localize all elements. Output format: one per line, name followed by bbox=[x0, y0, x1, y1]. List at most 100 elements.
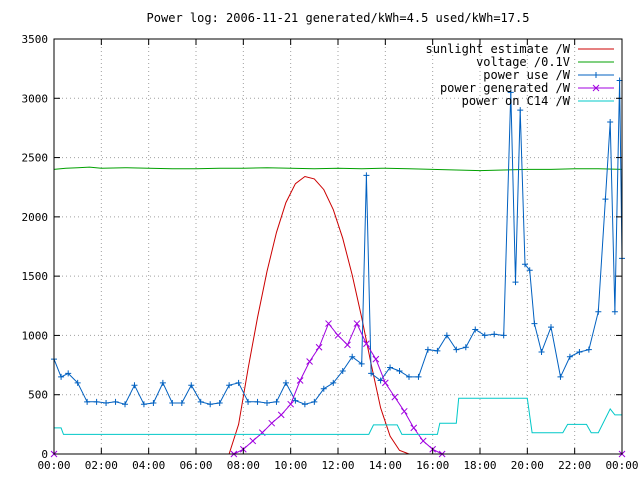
data-point bbox=[434, 347, 441, 354]
data-point bbox=[349, 353, 356, 360]
data-point bbox=[607, 119, 614, 125]
y-tick-label: 0 bbox=[41, 448, 48, 461]
data-point bbox=[131, 382, 138, 389]
data-point bbox=[424, 346, 431, 353]
data-point bbox=[245, 398, 252, 405]
legend-label: power generated /W bbox=[440, 81, 571, 95]
x-tick-label: 12:00 bbox=[321, 459, 354, 472]
x-tick-label: 00:00 bbox=[605, 459, 638, 472]
data-point bbox=[500, 332, 507, 339]
data-point bbox=[150, 400, 157, 407]
data-point bbox=[287, 400, 295, 408]
data-point bbox=[602, 196, 609, 203]
y-tick-label: 1000 bbox=[22, 329, 49, 342]
data-point bbox=[159, 379, 166, 386]
data-point bbox=[58, 373, 65, 380]
data-point bbox=[74, 379, 81, 386]
data-point bbox=[419, 437, 427, 445]
data-point bbox=[358, 360, 365, 367]
data-point bbox=[531, 320, 538, 327]
data-point bbox=[566, 353, 573, 360]
legend-marker bbox=[593, 72, 599, 78]
data-point bbox=[122, 401, 128, 408]
x-tick-label: 04:00 bbox=[132, 459, 165, 472]
data-point bbox=[315, 343, 323, 351]
data-point bbox=[521, 261, 528, 268]
axes: 0 500 1000 1500 2000 2500 3000 3500 00:00 02:00 04… bbox=[22, 33, 639, 472]
legend-label: voltage /0.1V bbox=[476, 55, 570, 69]
x-tick-label: 18:00 bbox=[463, 459, 496, 472]
data-point bbox=[481, 332, 488, 339]
y-tick-label: 3000 bbox=[22, 92, 49, 105]
data-point bbox=[197, 398, 204, 405]
y-tick-label: 1500 bbox=[22, 270, 49, 283]
y-tick-label: 2000 bbox=[22, 211, 49, 224]
chart-title: Power log: 2006-11-21 generated/kWh=4.5 … bbox=[147, 11, 530, 25]
data-point bbox=[595, 308, 602, 315]
data-point bbox=[140, 401, 147, 408]
x-tick-label: 08:00 bbox=[227, 459, 260, 472]
data-point bbox=[188, 382, 195, 389]
x-tick-label: 22:00 bbox=[558, 459, 591, 472]
data-point bbox=[103, 400, 110, 407]
data-point bbox=[576, 349, 583, 356]
x-tick-label: 20:00 bbox=[511, 459, 544, 472]
data-point bbox=[415, 373, 422, 380]
data-point bbox=[235, 379, 242, 386]
data-point bbox=[306, 358, 313, 365]
data-point bbox=[65, 370, 72, 377]
data-point bbox=[178, 400, 185, 407]
data-point bbox=[277, 411, 285, 419]
data-point bbox=[548, 324, 554, 331]
data-point bbox=[512, 279, 519, 286]
data-point bbox=[472, 326, 479, 333]
data-point bbox=[320, 385, 327, 392]
data-point bbox=[372, 355, 380, 363]
data-point bbox=[169, 400, 176, 407]
data-point bbox=[363, 340, 370, 348]
data-point bbox=[585, 346, 592, 353]
data-point bbox=[611, 308, 618, 315]
data-point bbox=[207, 401, 214, 408]
data-point bbox=[363, 172, 370, 179]
data-point bbox=[301, 401, 308, 408]
data-point bbox=[93, 398, 100, 405]
data-point bbox=[325, 320, 332, 327]
data-point bbox=[400, 407, 408, 415]
x-tick-label: 02:00 bbox=[85, 459, 118, 472]
series-line bbox=[54, 397, 622, 435]
x-tick-label: 16:00 bbox=[416, 459, 449, 472]
data-point bbox=[453, 346, 460, 353]
data-point bbox=[517, 107, 524, 114]
x-tick-label: 14:00 bbox=[369, 459, 402, 472]
x-tick-label: 00:00 bbox=[37, 459, 70, 472]
series-line bbox=[54, 175, 622, 455]
x-tick-label: 06:00 bbox=[179, 459, 212, 472]
data-point bbox=[226, 382, 233, 389]
data-point bbox=[344, 341, 351, 349]
data-point bbox=[491, 331, 498, 338]
data-point bbox=[273, 398, 280, 405]
series-1 bbox=[53, 166, 623, 172]
data-point bbox=[112, 398, 119, 405]
legend-label: power on C14 /W bbox=[462, 94, 571, 108]
data-point bbox=[268, 419, 276, 427]
data-point bbox=[334, 332, 342, 339]
x-tick-label: 10:00 bbox=[274, 459, 307, 472]
y-tick-label: 2500 bbox=[22, 152, 49, 165]
series-line bbox=[53, 166, 623, 172]
data-point bbox=[526, 267, 533, 274]
data-point bbox=[311, 398, 318, 405]
data-point bbox=[538, 349, 545, 356]
series-0 bbox=[54, 175, 622, 455]
data-point bbox=[396, 368, 403, 374]
data-point bbox=[84, 398, 91, 405]
data-point bbox=[216, 400, 223, 407]
legend-label: power use /W bbox=[483, 68, 570, 82]
data-point bbox=[410, 424, 418, 432]
y-tick-label: 500 bbox=[28, 389, 48, 402]
data-point bbox=[249, 437, 257, 445]
data-point bbox=[391, 393, 399, 401]
